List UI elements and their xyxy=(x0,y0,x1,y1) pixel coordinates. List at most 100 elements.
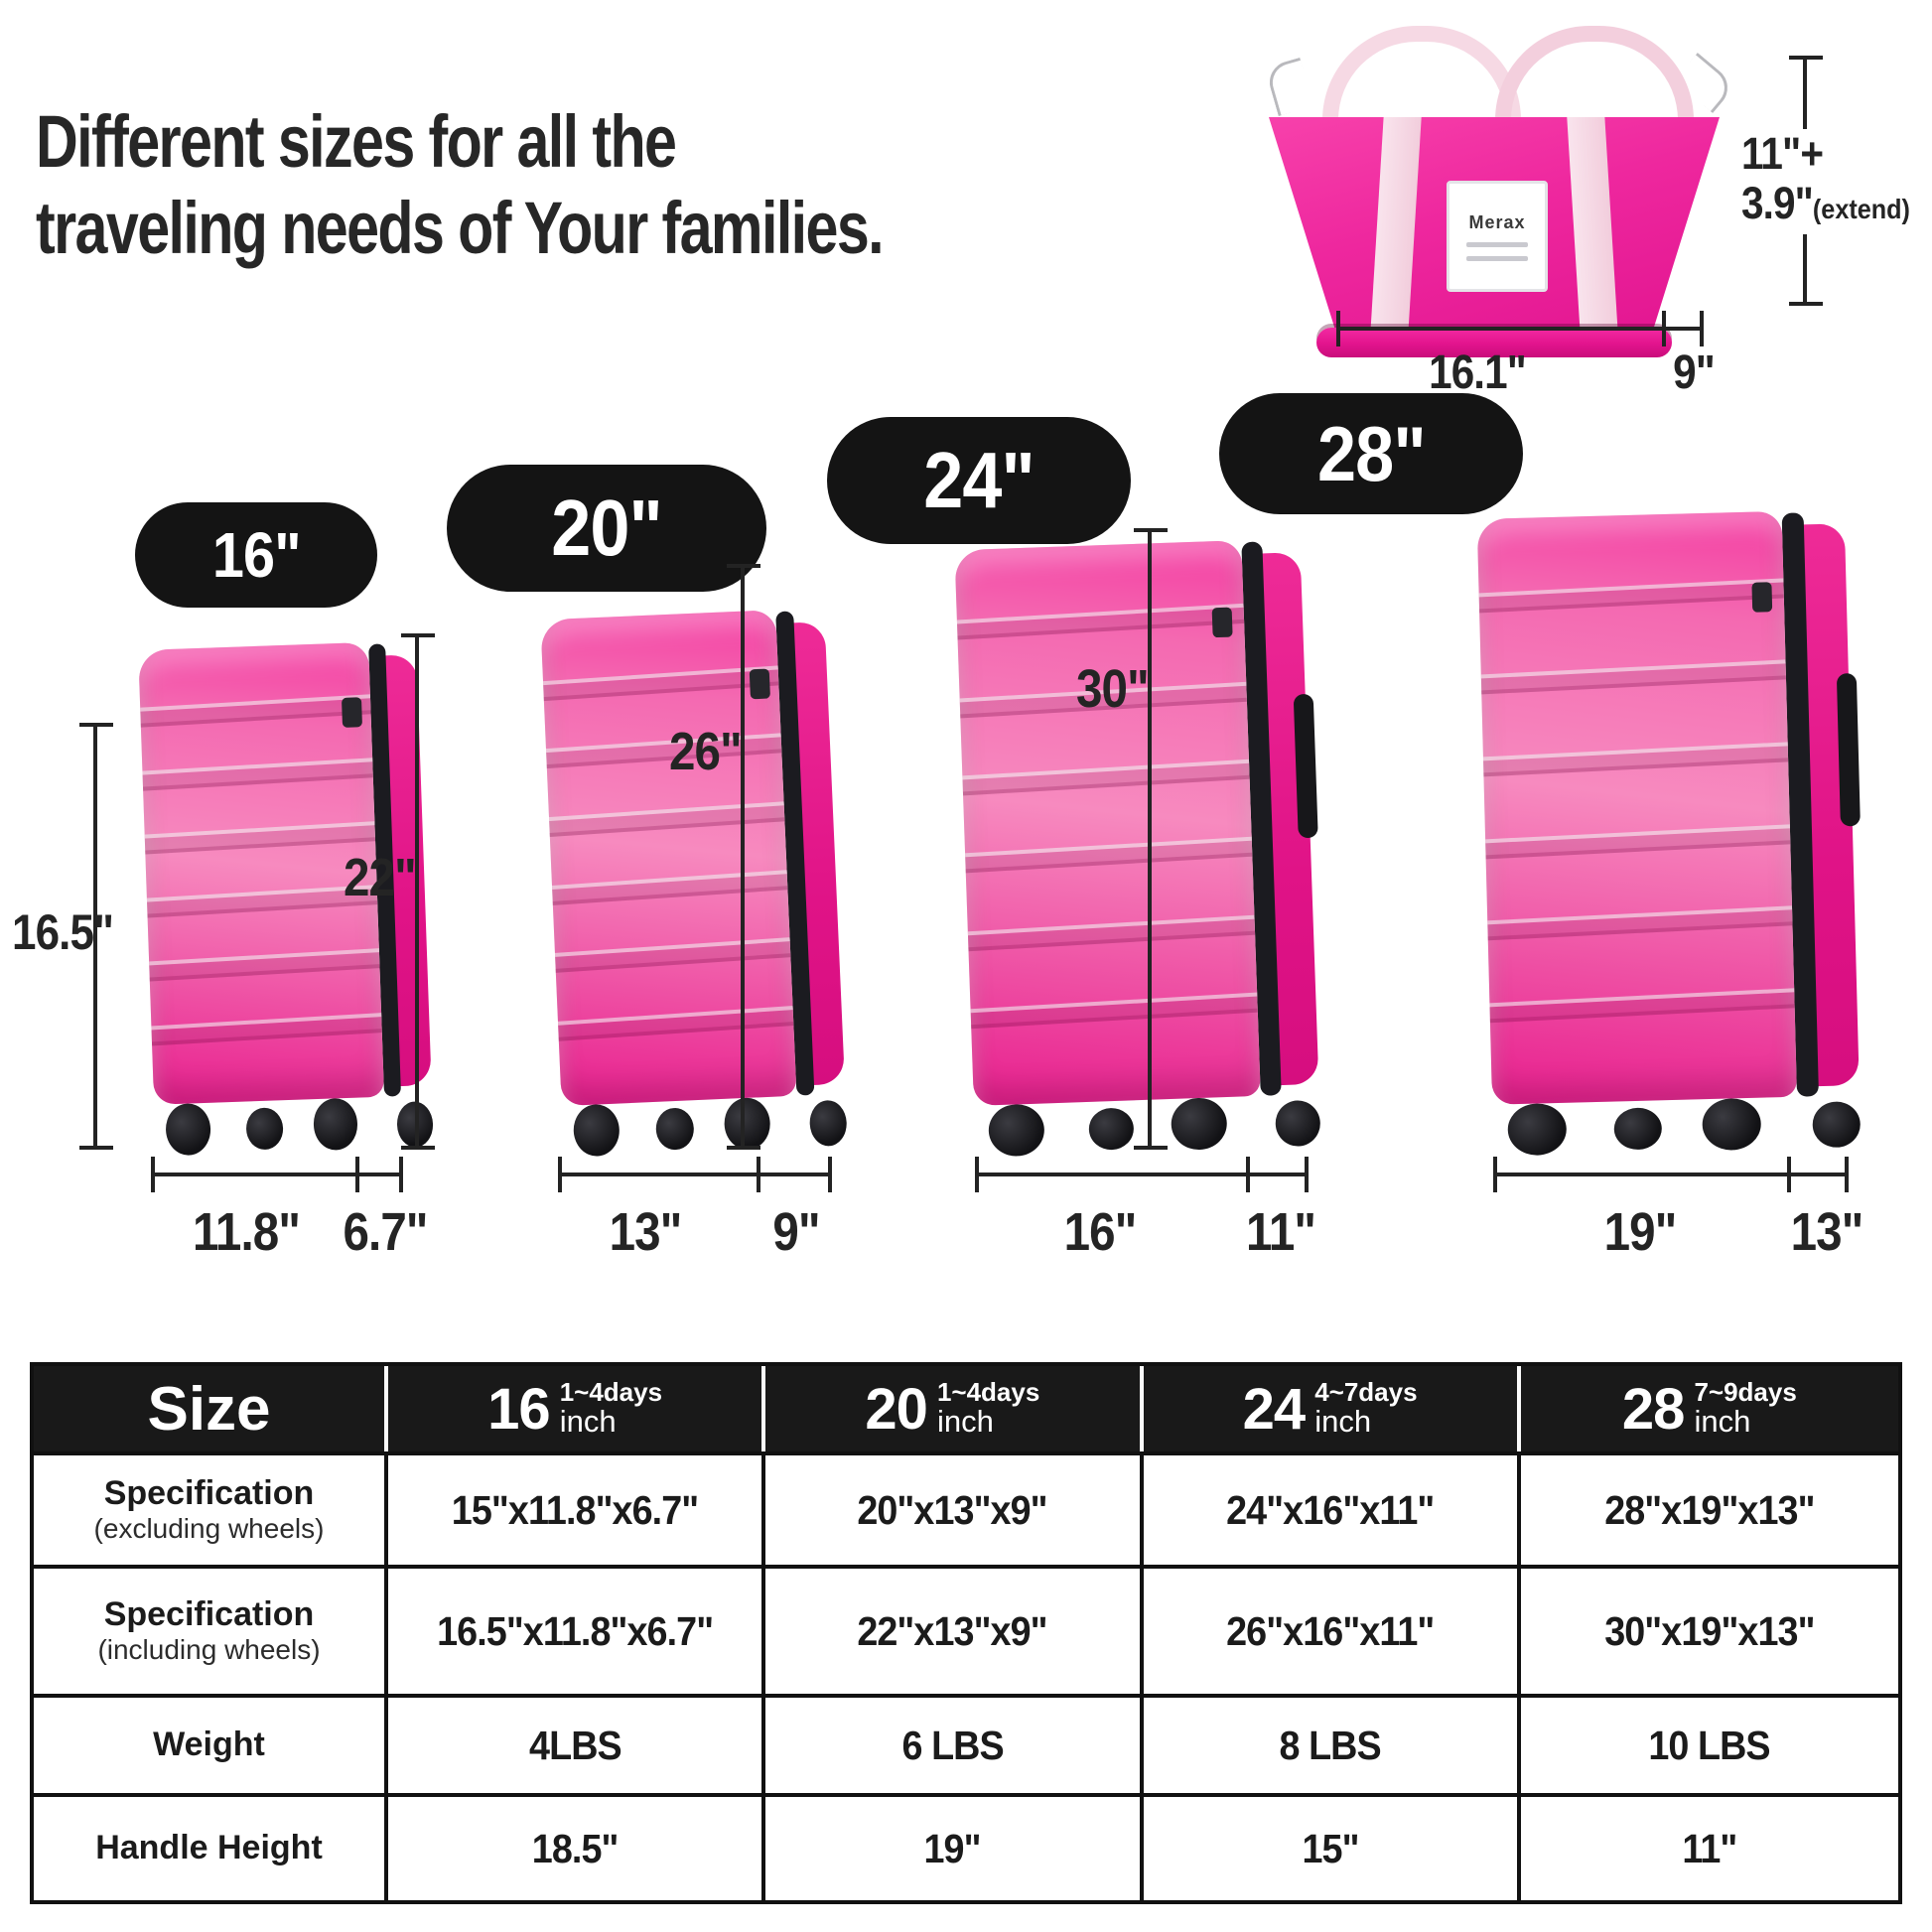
shell-groove xyxy=(1477,905,1798,941)
suitcase-24-width-label: 16" xyxy=(1063,1202,1138,1262)
shell-groove xyxy=(547,936,797,974)
table-cell: 20"x13"x9" xyxy=(857,1486,1048,1533)
spec-table: Size 16 1~4days inch 20 1~4days inch 24 … xyxy=(30,1362,1902,1904)
table-cell: 30"x19"x13" xyxy=(1604,1607,1815,1654)
size-unit: inch xyxy=(1694,1404,1751,1440)
bag-strap-right xyxy=(1567,117,1618,334)
suitcase-16-width-label: 11.8" xyxy=(192,1202,301,1262)
suitcase-28-width-label: 19" xyxy=(1603,1202,1678,1262)
spinner-wheel xyxy=(245,1107,284,1151)
shell-groove xyxy=(1476,823,1798,860)
shell-groove xyxy=(544,869,796,905)
dim-tick xyxy=(355,1157,359,1192)
bag-height-extend-note: (extend) xyxy=(1812,194,1910,225)
suitcase-28-height-dim-line xyxy=(1134,528,1168,1150)
suitcase-24-width-dim-line xyxy=(975,1157,1309,1192)
suitcase-24-depth-label: 11" xyxy=(1245,1202,1316,1262)
table-cell: 24"x16"x11" xyxy=(1225,1486,1435,1533)
row-label: Specification (excluding wheels) xyxy=(34,1451,388,1565)
spinner-wheel xyxy=(165,1102,211,1157)
table-cell: 6 LBS xyxy=(901,1722,1004,1768)
spinner-wheel xyxy=(723,1096,771,1151)
bag-label-line xyxy=(1466,255,1528,261)
dim-tick xyxy=(757,1157,760,1192)
size-number: 24 xyxy=(1242,1376,1307,1442)
size-number: 28 xyxy=(1621,1376,1686,1442)
suitcase-20-width-label: 13" xyxy=(609,1202,683,1262)
spec-row-including-wheels: Specification (including wheels) 16.5"x1… xyxy=(34,1565,1898,1694)
shell-groove xyxy=(550,1005,797,1042)
spinner-wheel xyxy=(1087,1107,1135,1151)
size-unit: inch xyxy=(559,1404,617,1440)
shell-groove xyxy=(144,1012,385,1046)
spec-table-header-row: Size 16 1~4days inch 20 1~4days inch 24 … xyxy=(34,1366,1898,1451)
bag-height-dim-line-bottom xyxy=(1789,234,1823,306)
size-number: 20 xyxy=(865,1376,928,1442)
spinner-wheel xyxy=(1613,1107,1663,1151)
suitcase-20-shell xyxy=(540,608,845,1107)
dim-tick xyxy=(1700,311,1704,346)
table-cell: 11" xyxy=(1682,1825,1737,1871)
suitcase-24-height-label: 26" xyxy=(669,722,743,781)
dim-tick xyxy=(1493,1157,1497,1192)
suitcase-front-panel xyxy=(1476,510,1798,1105)
tsa-lock xyxy=(342,697,363,728)
suitcase-28-depth-label: 13" xyxy=(1790,1202,1864,1262)
shell-groove xyxy=(1476,741,1798,777)
suitcase-16-height-label: 16.5" xyxy=(12,904,114,960)
spec-row-excluding-wheels: Specification (excluding wheels) 15"x11.… xyxy=(34,1451,1898,1565)
spinner-wheel xyxy=(1812,1101,1862,1149)
dim-tick xyxy=(828,1157,832,1192)
dim-tick xyxy=(1246,1157,1250,1192)
shell-groove xyxy=(958,913,1261,952)
suitcase-24-height-dim-line xyxy=(727,564,760,1150)
spinner-wheel xyxy=(1506,1102,1568,1157)
size-unit: inch xyxy=(1314,1404,1372,1440)
suitcase-28-image xyxy=(1476,509,1862,1157)
badge-20-inch: 20" xyxy=(447,465,766,592)
spinner-wheel xyxy=(987,1103,1045,1158)
shell-groove xyxy=(141,948,385,983)
suitcase-24-image xyxy=(954,538,1321,1158)
size-days: 4~7days xyxy=(1314,1377,1418,1408)
spinner-wheel xyxy=(1701,1097,1762,1152)
col-header-28: 28 7~9days inch xyxy=(1521,1366,1898,1451)
shell-groove xyxy=(138,757,381,792)
table-cell: 22"x13"x9" xyxy=(857,1607,1048,1654)
shell-groove xyxy=(541,800,793,838)
shell-groove xyxy=(954,759,1259,796)
table-cell: 15"x11.8"x6.7" xyxy=(451,1486,699,1533)
page-title-line2: traveling needs of Your families. xyxy=(36,186,885,269)
tsa-lock xyxy=(749,668,770,700)
badge-24-inch: 24" xyxy=(827,417,1131,544)
row-label-main: Specification xyxy=(103,1595,315,1634)
spinner-wheel xyxy=(655,1107,695,1151)
tsa-lock xyxy=(1211,607,1233,638)
table-cell: 19" xyxy=(923,1825,982,1871)
bag-height-value-2: 3.9" xyxy=(1741,178,1814,229)
badge-28-inch: 28" xyxy=(1219,393,1523,514)
row-label-sub: (excluding wheels) xyxy=(93,1513,325,1545)
bag-width-label: 16.1" xyxy=(1429,346,1527,399)
suitcase-28-height-label: 30" xyxy=(1076,659,1150,719)
dim-tick xyxy=(1662,311,1666,346)
dim-tick xyxy=(399,1157,403,1192)
suitcase-24-shell xyxy=(954,538,1319,1106)
dim-tick xyxy=(1305,1157,1309,1192)
dim-tick xyxy=(1336,311,1340,346)
bag-depth-label: 9" xyxy=(1673,346,1716,399)
spinner-wheel xyxy=(1274,1099,1321,1148)
badge-16-text: 16" xyxy=(211,519,302,591)
spec-row-handle-height: Handle Height 18.5" 19" 15" 11" xyxy=(34,1793,1898,1900)
badge-16-inch: 16" xyxy=(135,502,377,608)
table-cell: 28"x19"x13" xyxy=(1604,1486,1815,1533)
size-number: 16 xyxy=(487,1376,551,1442)
col-header-size: Size xyxy=(34,1366,388,1451)
bag-body: Merax xyxy=(1269,117,1720,334)
suitcase-20-height-dim-line xyxy=(401,633,435,1150)
col-header-20: 20 1~4days inch xyxy=(765,1366,1144,1451)
row-label: Specification (including wheels) xyxy=(34,1565,388,1694)
spinner-wheel xyxy=(312,1097,359,1152)
suitcase-16-width-dim-line xyxy=(151,1157,403,1192)
